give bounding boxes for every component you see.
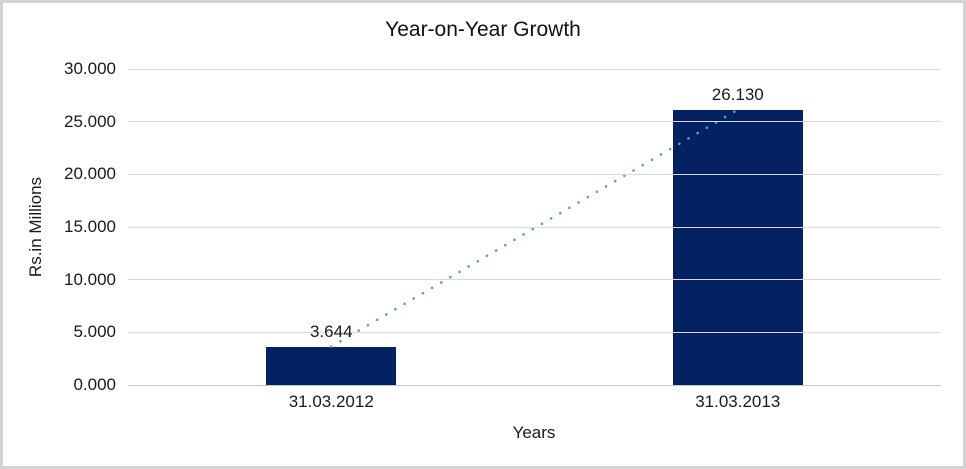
gridline — [128, 173, 941, 175]
gridline — [128, 226, 941, 228]
x-tick-label: 31.03.2013 — [695, 392, 781, 411]
data-label: 3.644 — [309, 321, 353, 341]
y-tick-label: 15.000 — [64, 217, 116, 236]
bar-31.03.2013 — [672, 109, 803, 385]
x-tick-label: 31.03.2012 — [288, 392, 374, 411]
y-tick-label: 5.000 — [73, 322, 116, 342]
data-label: 26.130 — [711, 84, 764, 104]
y-tick-label: 25.000 — [64, 111, 116, 131]
chart-title: Year-on-Year Growth — [385, 18, 581, 41]
gridline — [128, 121, 941, 123]
x-axis-title: Years — [512, 423, 556, 442]
y-tick-label: 0.000 — [73, 375, 116, 394]
gridline — [128, 68, 941, 70]
bar-31.03.2012 — [266, 346, 397, 385]
gridline — [128, 279, 941, 281]
y-tick-label: 30.000 — [64, 59, 116, 78]
plot-area — [128, 68, 941, 386]
x-axis-line — [128, 384, 941, 386]
y-tick-label: 10.000 — [64, 269, 116, 289]
y-tick-label: 20.000 — [64, 164, 116, 184]
gridline — [128, 331, 941, 333]
trend-line — [329, 108, 740, 348]
